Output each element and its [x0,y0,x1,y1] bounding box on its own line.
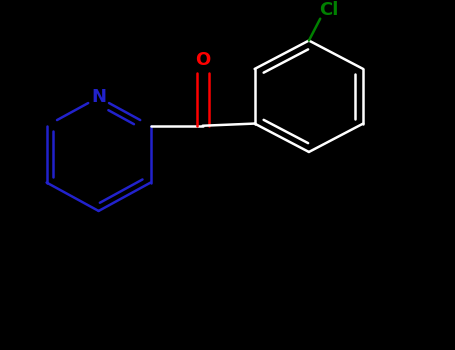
Text: O: O [195,51,210,69]
Text: N: N [91,88,106,106]
Text: Cl: Cl [319,1,339,19]
